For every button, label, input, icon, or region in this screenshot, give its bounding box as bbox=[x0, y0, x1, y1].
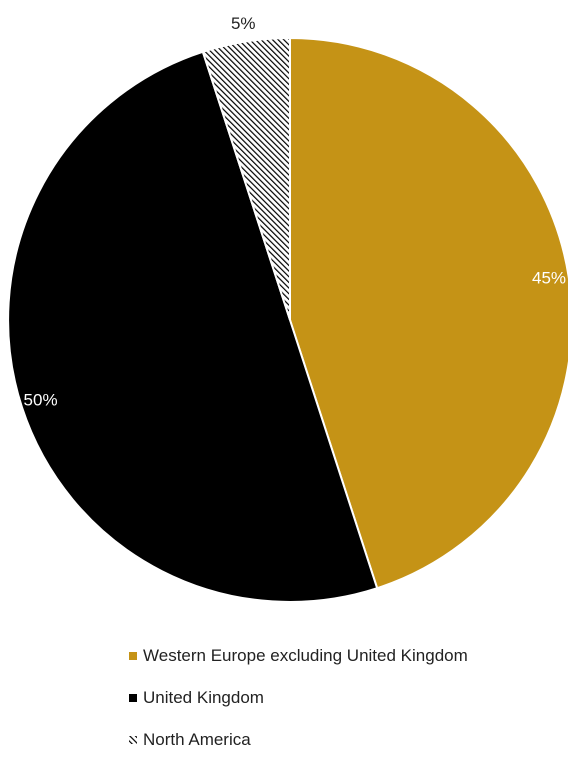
legend-item-north-america: North America bbox=[129, 730, 468, 749]
legend-swatch-united-kingdom bbox=[129, 693, 137, 702]
legend-label-north-america: North America bbox=[143, 729, 251, 749]
pie-slice-united-kingdom bbox=[7, 50, 379, 603]
data-label-north-america: 5% bbox=[231, 14, 256, 33]
legend-swatch-north-america bbox=[129, 735, 137, 744]
legend: Western Europe excluding United Kingdom … bbox=[129, 646, 468, 772]
legend-item-western-europe: Western Europe excluding United Kingdom bbox=[129, 646, 468, 665]
legend-item-united-kingdom: United Kingdom bbox=[129, 688, 468, 707]
pie-slice-western-europe-excluding-united-kingdom bbox=[289, 36, 568, 590]
pie-chart: 45% 50% 5% bbox=[7, 14, 568, 603]
legend-label-western-europe: Western Europe excluding United Kingdom bbox=[143, 645, 468, 665]
pie-data-labels: 45% 50% 5% bbox=[24, 14, 566, 409]
data-label-western-europe-excluding-united-kingdom: 45% bbox=[532, 268, 566, 287]
legend-label-united-kingdom: United Kingdom bbox=[143, 687, 264, 707]
legend-swatch-western-europe bbox=[129, 651, 137, 660]
pie-slice-north-america bbox=[201, 36, 291, 321]
data-label-united-kingdom: 50% bbox=[24, 391, 58, 410]
pie-slices bbox=[7, 36, 568, 603]
